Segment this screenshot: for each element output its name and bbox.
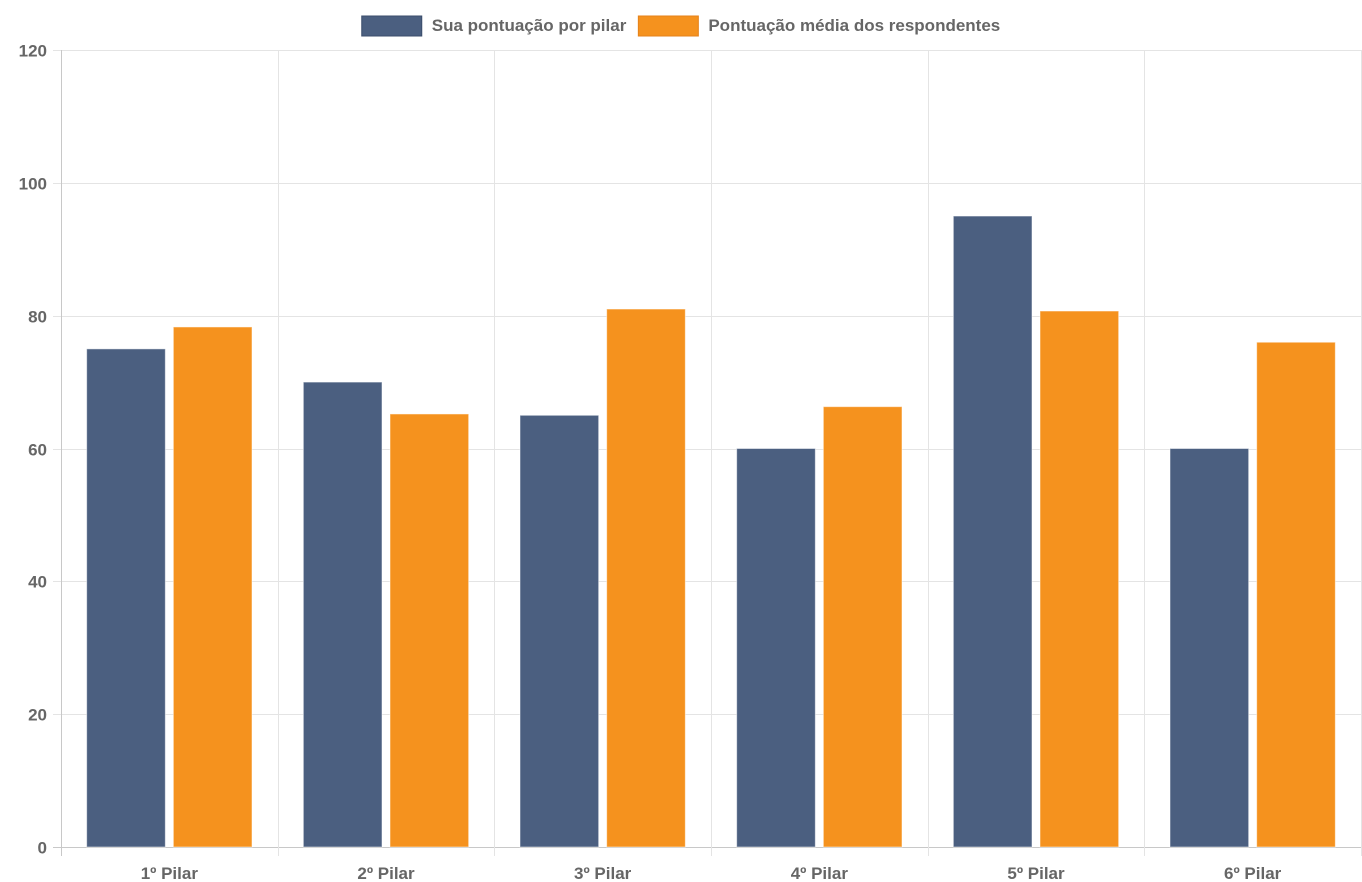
bar-average-score[interactable] — [172, 326, 253, 848]
bar-your-score[interactable] — [1169, 448, 1250, 848]
bar-your-score[interactable] — [302, 381, 383, 848]
x-tick-label: 6º Pilar — [1224, 864, 1282, 882]
y-tick-label: 40 — [28, 573, 47, 592]
legend-item-average-score[interactable]: Pontuação média dos respondentes — [637, 15, 1000, 37]
bar-average-score[interactable] — [389, 413, 470, 848]
y-tick-label: 0 — [38, 839, 47, 858]
legend-swatch — [637, 15, 699, 37]
y-tick-label: 80 — [28, 308, 47, 327]
x-tick-label: 3º Pilar — [574, 864, 632, 882]
bars — [86, 215, 1336, 848]
y-tick-label: 100 — [19, 175, 47, 194]
x-tick-label: 1º Pilar — [141, 864, 199, 882]
bar-average-score[interactable] — [822, 406, 903, 848]
y-tick-label: 20 — [28, 706, 47, 725]
bar-your-score[interactable] — [736, 448, 816, 848]
x-tick-label: 4º Pilar — [791, 864, 849, 882]
bar-your-score[interactable] — [519, 414, 600, 848]
bar-average-score[interactable] — [1256, 341, 1336, 848]
x-tick-label: 2º Pilar — [357, 864, 415, 882]
legend[interactable]: Sua pontuação por pilar Pontuação média d… — [361, 15, 1001, 37]
y-tick-label: 120 — [19, 42, 47, 61]
bar-average-score[interactable] — [1039, 310, 1120, 848]
x-tick-label: 5º Pilar — [1007, 864, 1065, 882]
legend-label: Sua pontuação por pilar — [432, 16, 627, 35]
bar-your-score[interactable] — [952, 215, 1033, 848]
legend-item-your-score[interactable]: Sua pontuação por pilar — [361, 15, 627, 37]
axes: 0 20 40 60 80 100 120 1º Pilar 2º Pilar 3º Pilar 4… — [19, 42, 1282, 882]
bar-your-score[interactable] — [86, 348, 166, 848]
legend-swatch — [361, 15, 423, 37]
y-tick-label: 60 — [28, 441, 47, 460]
bar-average-score[interactable] — [606, 308, 686, 848]
legend-label: Pontuação média dos respondentes — [708, 16, 1000, 35]
